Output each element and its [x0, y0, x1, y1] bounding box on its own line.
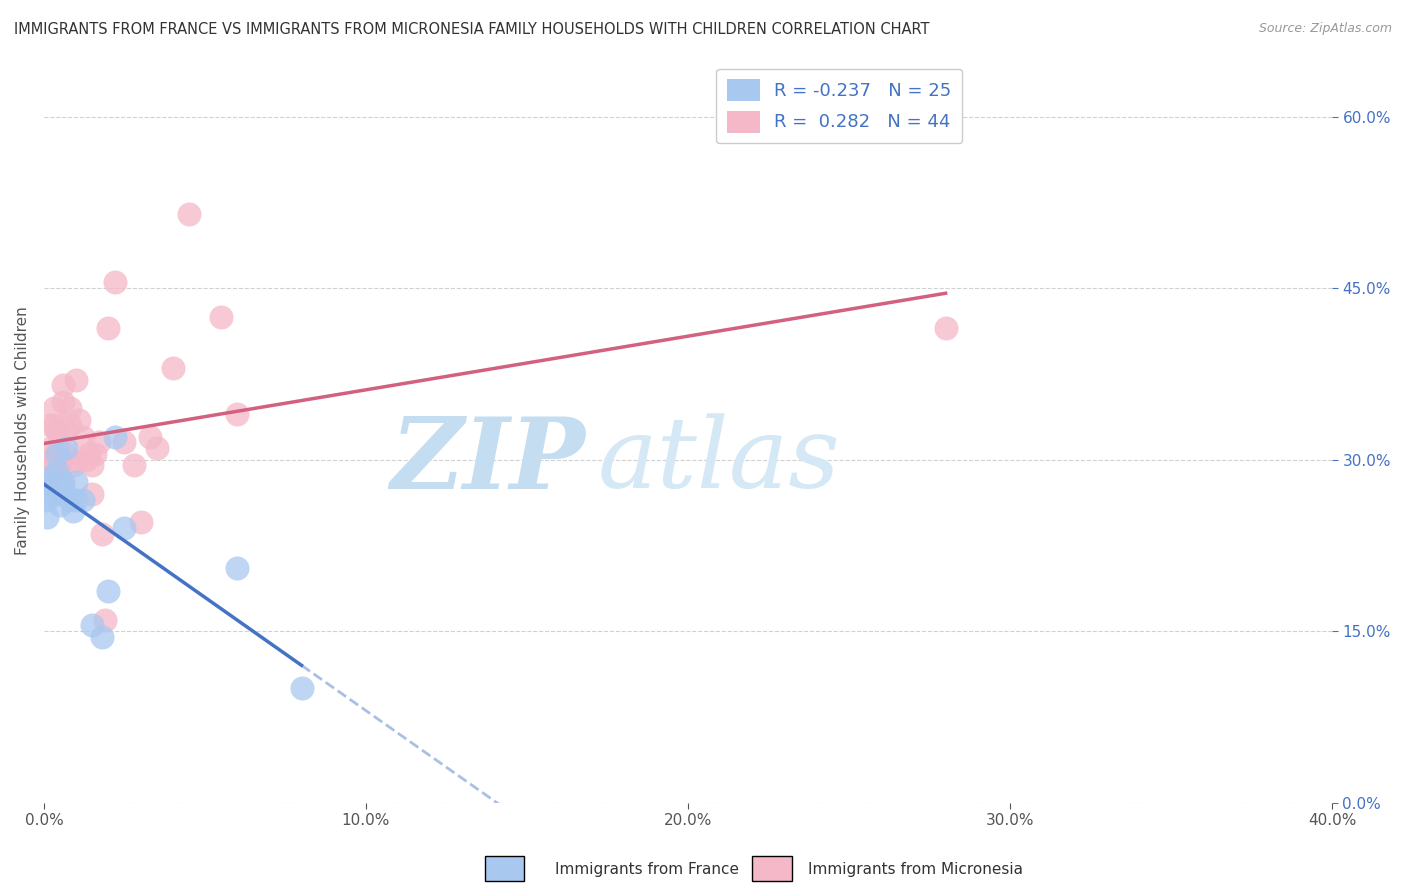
- Point: [42, 475, 65, 490]
- Point: [75, 452, 97, 467]
- Point: [59, 492, 82, 507]
- Point: [139, 430, 162, 444]
- Point: [52, 378, 75, 392]
- Point: [65, 492, 87, 507]
- Point: [72, 492, 94, 507]
- Point: [49, 470, 72, 484]
- Text: Source: ZipAtlas.com: Source: ZipAtlas.com: [1258, 22, 1392, 36]
- Point: [129, 516, 152, 530]
- Point: [37, 492, 59, 507]
- Point: [45, 447, 67, 461]
- Point: [37, 475, 59, 490]
- Text: atlas: atlas: [598, 413, 841, 508]
- Point: [90, 527, 112, 541]
- Point: [42, 481, 65, 495]
- Text: Immigrants from Micronesia: Immigrants from Micronesia: [808, 863, 1024, 877]
- Point: [65, 452, 87, 467]
- Point: [84, 447, 107, 461]
- Point: [67, 412, 90, 426]
- Point: [177, 207, 200, 221]
- Text: ZIP: ZIP: [389, 412, 585, 509]
- Point: [87, 435, 110, 450]
- Point: [162, 361, 184, 376]
- Point: [112, 521, 135, 535]
- Point: [37, 452, 59, 467]
- Y-axis label: Family Households with Children: Family Households with Children: [15, 307, 30, 556]
- Point: [55, 447, 77, 461]
- Point: [42, 418, 65, 433]
- Point: [39, 441, 62, 455]
- Text: IMMIGRANTS FROM FRANCE VS IMMIGRANTS FROM MICRONESIA FAMILY HOUSEHOLDS WITH CHIL: IMMIGRANTS FROM FRANCE VS IMMIGRANTS FRO…: [14, 22, 929, 37]
- Point: [52, 481, 75, 495]
- Point: [94, 613, 117, 627]
- Point: [42, 452, 65, 467]
- Point: [62, 458, 84, 473]
- Point: [65, 373, 87, 387]
- Point: [62, 504, 84, 518]
- Point: [49, 458, 72, 473]
- Point: [935, 321, 957, 335]
- Point: [34, 458, 56, 473]
- Point: [77, 447, 100, 461]
- Point: [145, 441, 167, 455]
- Point: [49, 487, 72, 501]
- Point: [45, 441, 67, 455]
- Point: [97, 584, 120, 599]
- Point: [90, 630, 112, 644]
- Text: Immigrants from France: Immigrants from France: [555, 863, 740, 877]
- Point: [55, 424, 77, 438]
- Point: [65, 475, 87, 490]
- Point: [39, 470, 62, 484]
- Point: [39, 418, 62, 433]
- Point: [97, 321, 120, 335]
- Point: [49, 452, 72, 467]
- Point: [37, 509, 59, 524]
- Point: [226, 407, 249, 421]
- Point: [82, 458, 104, 473]
- Point: [55, 441, 77, 455]
- Point: [226, 561, 249, 575]
- Point: [39, 487, 62, 501]
- Point: [45, 424, 67, 438]
- Point: [122, 458, 145, 473]
- Point: [82, 487, 104, 501]
- Point: [59, 418, 82, 433]
- Point: [45, 464, 67, 478]
- Point: [104, 430, 127, 444]
- Point: [52, 475, 75, 490]
- Point: [112, 435, 135, 450]
- Point: [52, 395, 75, 409]
- Point: [49, 499, 72, 513]
- Legend: R = -0.237   N = 25, R =  0.282   N = 44: R = -0.237 N = 25, R = 0.282 N = 44: [717, 69, 962, 144]
- Point: [209, 310, 232, 324]
- Point: [72, 430, 94, 444]
- Point: [290, 681, 312, 696]
- Point: [104, 276, 127, 290]
- Point: [59, 401, 82, 416]
- Point: [82, 618, 104, 632]
- Point: [42, 401, 65, 416]
